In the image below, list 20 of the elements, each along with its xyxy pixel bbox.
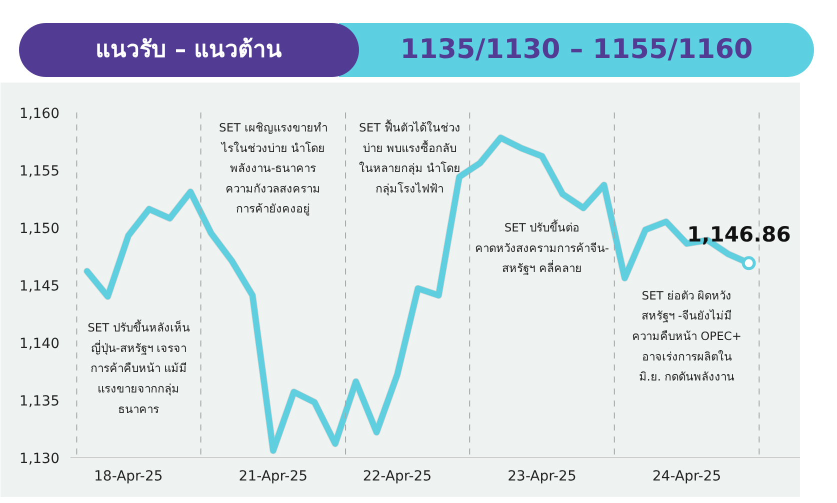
annotation: 1,146.86 bbox=[687, 222, 791, 246]
x-tick-label: 24-Apr-25 bbox=[652, 468, 722, 484]
y-tick-label: 1,150 bbox=[19, 221, 60, 237]
x-tick-label: 18-Apr-25 bbox=[94, 468, 163, 484]
y-tick-label: 1,155 bbox=[19, 164, 60, 180]
y-tick-label: 1,140 bbox=[19, 336, 60, 352]
title: แนวรับ – แนวต้าน bbox=[19, 23, 359, 77]
y-tick-label: 1,135 bbox=[19, 394, 60, 410]
y-tick-label: 1,160 bbox=[19, 106, 60, 122]
subtitle: 1135/1130 – 1155/1160 bbox=[339, 23, 814, 77]
x-tick-label: 23-Apr-25 bbox=[508, 468, 576, 484]
y-tick-label: 1,130 bbox=[19, 451, 60, 467]
annotation: SET ปรับขึ้นต่อ คาดหวังสงครามการค้าจีน- สหรัฐฯ คลี่คลาย bbox=[474, 220, 610, 276]
annotation: SET ฟื้นตัวได้ในช่วง บ่าย พบแรงซื้อกลับ ในหลายกลุ่ม นำโดย กลุ่มโรงไฟฟ้า bbox=[358, 120, 460, 196]
annotation: SET ย่อตัว ผิดหวัง สหรัฐฯ -จีนยังไม่มี ความคืบหน้า OPEC+ อาจเร่งการผลิตใน มิ.ย. กดดันพลังงาน bbox=[632, 288, 742, 384]
y-tick-label: 1,145 bbox=[19, 278, 60, 294]
x-tick-label: 21-Apr-25 bbox=[238, 468, 308, 484]
annotation: SET ปรับขึ้นหลังเห็น ญี่ปุ่น-สหรัฐฯ เจรจา การค้าคืบหน้า แม้มี แรงขายจากกลุ่ม ธนาคาร bbox=[88, 320, 190, 416]
annotation: SET เผชิญแรงขายทำ ไรในช่วงบ่าย นำโดย พลังงาน-ธนาคาร ความกังวลสงคราม การค้ายังคงอยู่ bbox=[219, 120, 328, 216]
x-tick-label: 22-Apr-25 bbox=[362, 468, 432, 484]
